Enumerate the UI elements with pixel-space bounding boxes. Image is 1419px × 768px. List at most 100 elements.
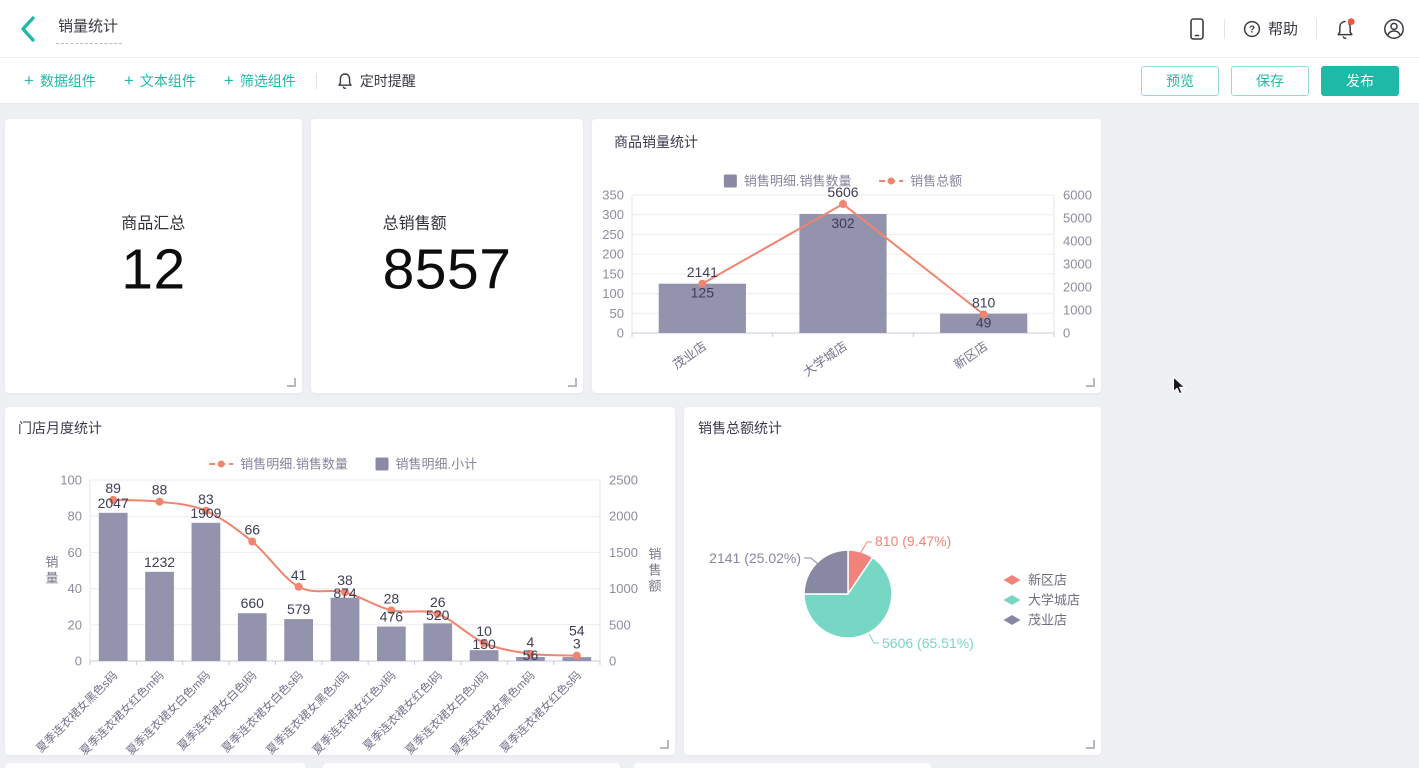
mouse-cursor (1172, 376, 1186, 395)
svg-text:41: 41 (291, 567, 307, 583)
svg-text:0: 0 (617, 326, 624, 341)
partial-card[interactable] (5, 763, 305, 768)
svg-text:2000: 2000 (1063, 280, 1092, 295)
back-button[interactable] (8, 9, 48, 49)
svg-text:0: 0 (609, 654, 616, 669)
svg-text:0: 0 (1063, 326, 1070, 341)
add-data-component-label: 数据组件 (39, 72, 96, 89)
product-sales-combo-chart: 0 50 100 150 200 250 300 350 0 1000 2000 3000 4000 50… (602, 174, 1092, 380)
avatar-icon (1384, 18, 1404, 39)
svg-text:476: 476 (380, 609, 404, 625)
svg-text:茂业店: 茂业店 (1028, 613, 1067, 628)
svg-text:4: 4 (527, 634, 535, 650)
svg-text:250: 250 (602, 227, 624, 242)
add-filter-component-button[interactable]: + 筛选组件 (224, 71, 296, 91)
svg-text:新区店: 新区店 (951, 338, 990, 372)
svg-text:?: ? (1249, 24, 1255, 35)
metric-value: 12 (121, 237, 186, 302)
mobile-preview-button[interactable] (1188, 17, 1206, 41)
metric-value: 8557 (382, 237, 512, 302)
preview-button[interactable]: 预览 (1141, 65, 1219, 96)
store-monthly-combo-chart: 0204060801000500100015002000250089204788… (33, 457, 661, 756)
total-sales-pie-chart: 810 (9.47%) 5606 (65.51%) 2141 (25.02%) 新区店… (709, 533, 1080, 651)
partial-card[interactable] (634, 763, 931, 768)
svg-text:新区店: 新区店 (1028, 573, 1067, 588)
svg-text:874: 874 (333, 585, 357, 601)
svg-text:2047: 2047 (98, 495, 129, 511)
chart-card-total-sales-pie[interactable]: 销售总额统计 810 (9.47%) 5606 (65.51%) 2141 (25.… (684, 407, 1101, 755)
svg-text:大学城店: 大学城店 (1028, 593, 1080, 608)
plus-icon: + (223, 71, 234, 90)
notification-dot (1347, 17, 1355, 25)
bell-icon (1337, 17, 1355, 39)
chart-title: 销售总额统计 (698, 420, 782, 436)
header-divider (1316, 18, 1317, 39)
svg-text:2500: 2500 (609, 473, 638, 488)
svg-text:5606: 5606 (827, 184, 858, 200)
svg-text:40: 40 (68, 581, 82, 596)
svg-text:10: 10 (476, 623, 492, 639)
add-data-component-button[interactable]: + 数据组件 (24, 71, 96, 91)
svg-text:夏季连衣裙女红色l码: 夏季连衣裙女红色l码 (360, 668, 445, 753)
resize-handle[interactable] (660, 740, 669, 749)
svg-text:4000: 4000 (1063, 234, 1092, 249)
scheduled-reminder-button[interactable]: 定时提醒 (337, 71, 416, 91)
svg-text:350: 350 (602, 188, 624, 203)
svg-text:83: 83 (198, 491, 214, 507)
resize-handle[interactable] (568, 378, 577, 387)
dashboard-canvas[interactable]: 商品汇总 12 总销售额 8557 商品销量统计 0 50 100 150 200 250… (0, 104, 1419, 768)
svg-text:49: 49 (976, 315, 992, 331)
chart-card-product-sales[interactable]: 商品销量统计 0 50 100 150 200 250 300 350 0 1000 2000 300… (592, 119, 1101, 393)
chart-card-store-monthly[interactable]: 门店月度统计 0 20 40 60 80 100 0 500 1000 1500 2000 2500 8… (5, 407, 675, 755)
svg-text:88: 88 (152, 482, 168, 498)
svg-text:60: 60 (68, 545, 82, 560)
svg-text:夏季连衣裙女黑色s码: 夏季连衣裙女黑色s码 (33, 668, 120, 755)
svg-text:2141: 2141 (687, 264, 718, 280)
svg-text:销售明细.销售数量: 销售明细.销售数量 (744, 174, 852, 189)
reminder-bell-icon (338, 72, 352, 89)
svg-text:38: 38 (337, 572, 353, 588)
svg-text:5606 (65.51%): 5606 (65.51%) (882, 635, 974, 651)
svg-text:56: 56 (523, 647, 539, 663)
svg-text:销售明细.小计: 销售明细.小计 (396, 457, 478, 472)
header-divider (1223, 18, 1225, 39)
svg-text:夏季连衣裙女红色m码: 夏季连衣裙女红色m码 (77, 668, 167, 755)
publish-button[interactable]: 发布 (1321, 65, 1399, 96)
svg-text:810 (9.47%): 810 (9.47%) (875, 533, 951, 549)
resize-handle[interactable] (1086, 740, 1095, 749)
metric-card-total-sales[interactable]: 总销售额 8557 (311, 119, 583, 393)
svg-text:夏季连衣裙女白色l码: 夏季连衣裙女白色l码 (174, 668, 259, 753)
add-text-component-button[interactable]: + 文本组件 (124, 71, 196, 91)
toolbar: + 数据组件 + 文本组件 + 筛选组件 定时提醒 预览 保存 发布 (0, 58, 1419, 104)
svg-text:26: 26 (430, 594, 446, 610)
svg-text:125: 125 (691, 285, 715, 301)
partial-card[interactable] (323, 763, 620, 768)
resize-handle[interactable] (1086, 378, 1095, 387)
svg-text:100: 100 (60, 473, 82, 488)
account-button[interactable] (1383, 18, 1405, 40)
svg-text:1000: 1000 (1063, 303, 1092, 318)
svg-text:夏季连衣裙女白色m码: 夏季连衣裙女白色m码 (123, 668, 213, 755)
notifications-button[interactable] (1335, 17, 1357, 41)
svg-text:销售总额: 销售总额 (910, 174, 962, 189)
svg-text:夏季连衣裙女白色s码: 夏季连衣裙女白色s码 (219, 668, 306, 755)
svg-text:520: 520 (426, 607, 450, 623)
save-button[interactable]: 保存 (1231, 65, 1309, 96)
help-button[interactable]: ? 帮助 (1243, 18, 1298, 39)
svg-text:100: 100 (602, 286, 624, 301)
help-question-icon: ? (1243, 20, 1261, 37)
svg-text:售: 售 (648, 563, 661, 578)
dashboard-title-field[interactable]: 销量统计 (56, 13, 123, 44)
metric-card-product-summary[interactable]: 商品汇总 12 (5, 119, 302, 393)
svg-text:89: 89 (105, 480, 121, 496)
metric-content: 总销售额 8557 (383, 210, 512, 299)
svg-text:大学城店: 大学城店 (800, 338, 850, 379)
svg-text:1500: 1500 (609, 545, 638, 560)
svg-text:量: 量 (45, 571, 58, 586)
toolbar-actions: 预览 保存 发布 (1141, 65, 1409, 96)
plus-icon: + (24, 71, 34, 90)
resize-handle[interactable] (287, 378, 296, 387)
svg-text:1909: 1909 (190, 505, 221, 521)
svg-text:54: 54 (569, 623, 585, 639)
svg-text:579: 579 (287, 601, 311, 617)
